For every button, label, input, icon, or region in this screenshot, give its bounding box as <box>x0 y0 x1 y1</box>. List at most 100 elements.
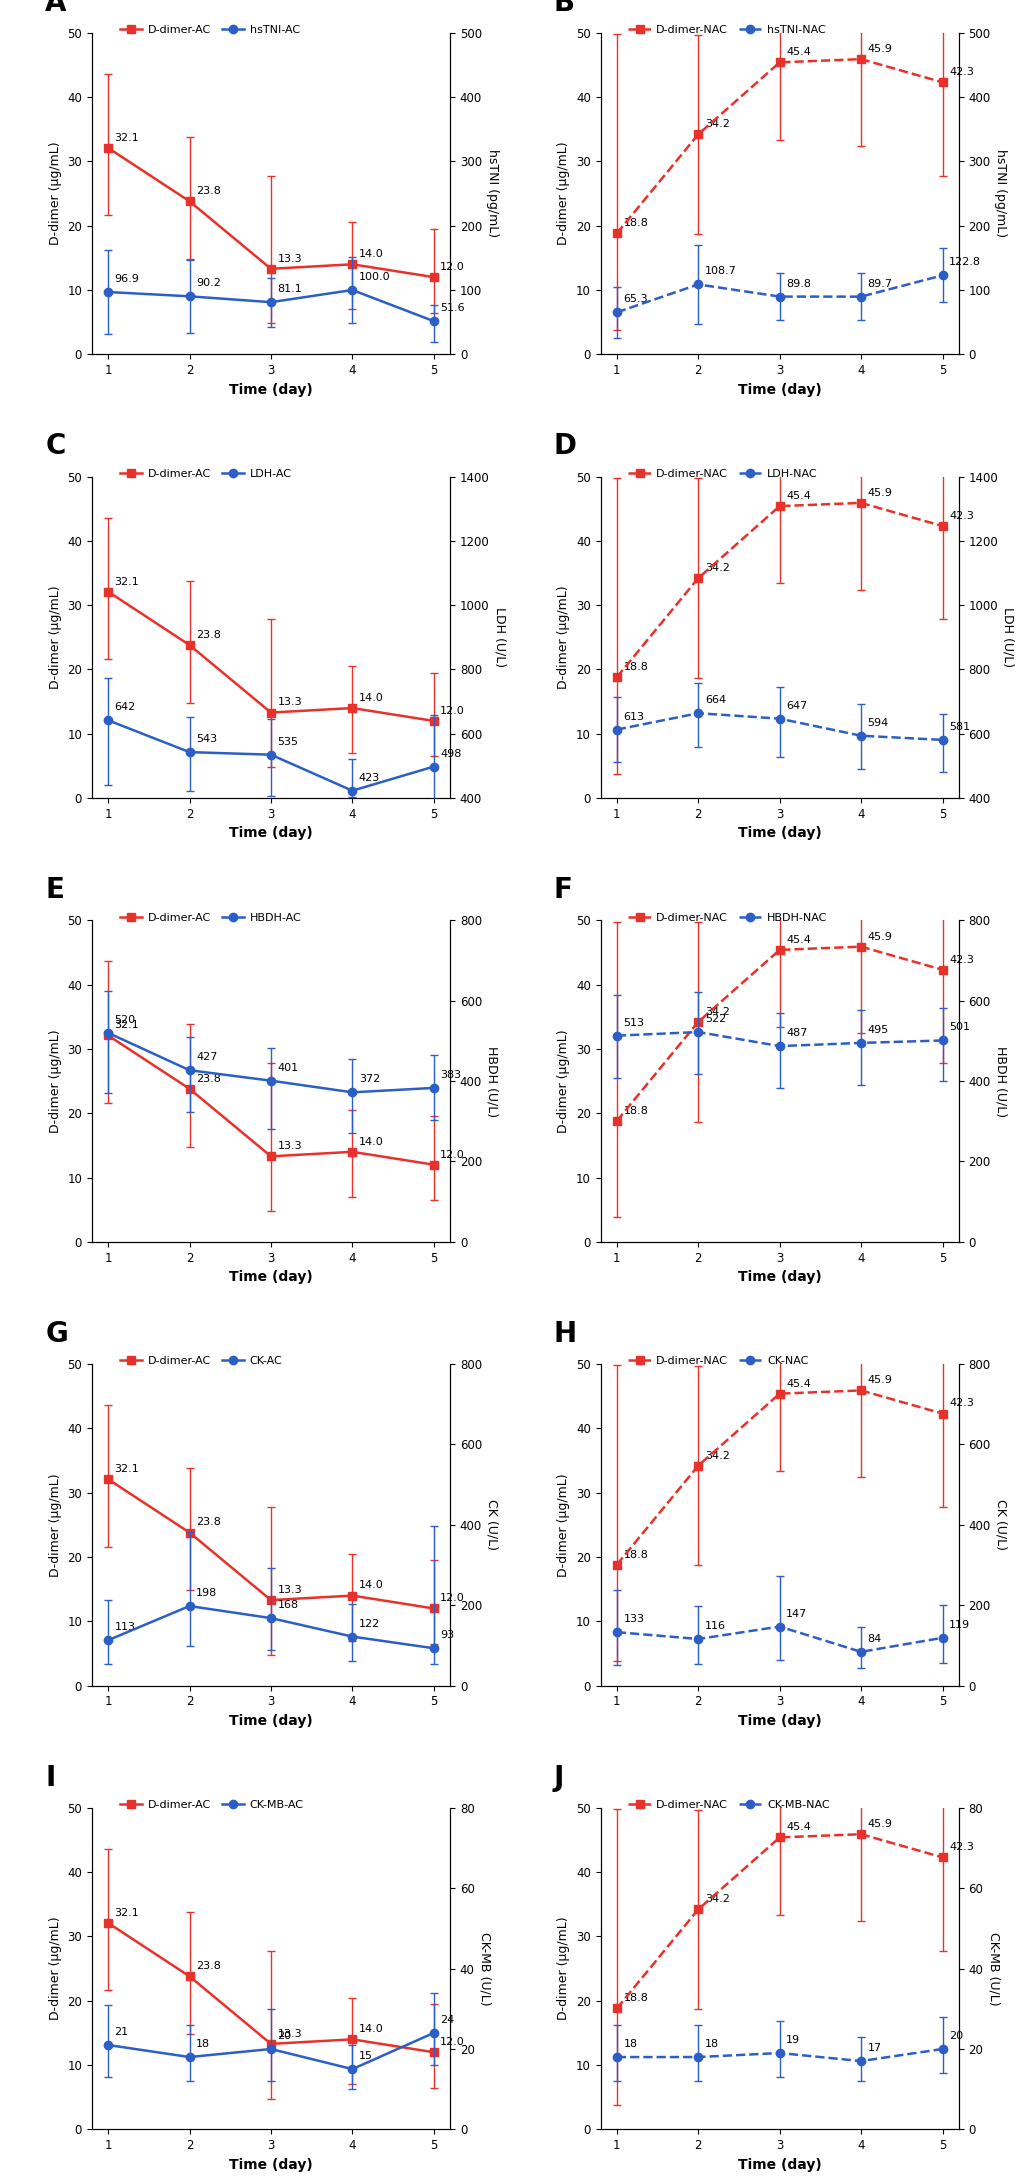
Text: 122.8: 122.8 <box>948 258 980 266</box>
Text: 18: 18 <box>623 2040 637 2049</box>
Text: 18.8: 18.8 <box>623 1551 647 1559</box>
Text: 383: 383 <box>440 1070 461 1079</box>
X-axis label: Time (day): Time (day) <box>737 826 820 841</box>
Text: 12.0: 12.0 <box>440 2038 465 2046</box>
Text: 18: 18 <box>704 2040 718 2049</box>
Text: 116: 116 <box>704 1621 726 1631</box>
Text: 18: 18 <box>196 2040 210 2049</box>
Legend: D-dimer-AC, CK-AC: D-dimer-AC, CK-AC <box>115 1352 286 1372</box>
Text: 23.8: 23.8 <box>196 1075 221 1083</box>
Text: 32.1: 32.1 <box>114 133 140 142</box>
Text: 14.0: 14.0 <box>359 249 383 260</box>
Y-axis label: HBDH (U/L): HBDH (U/L) <box>485 1046 498 1116</box>
Text: 34.2: 34.2 <box>704 1450 729 1461</box>
Text: 535: 535 <box>277 736 299 747</box>
Text: 13.3: 13.3 <box>277 1142 302 1151</box>
Y-axis label: hsTNI (pg/mL): hsTNI (pg/mL) <box>485 149 498 238</box>
Text: J: J <box>553 1765 564 1791</box>
Text: 23.8: 23.8 <box>196 1518 221 1527</box>
Text: 21: 21 <box>114 2027 128 2038</box>
Text: 45.9: 45.9 <box>867 1376 892 1385</box>
Text: 18.8: 18.8 <box>623 662 647 673</box>
Text: 17: 17 <box>867 2042 880 2053</box>
Text: 495: 495 <box>867 1024 888 1035</box>
Y-axis label: CK (U/L): CK (U/L) <box>994 1500 1007 1551</box>
Text: 522: 522 <box>704 1013 726 1024</box>
Text: 423: 423 <box>359 773 380 782</box>
Text: 12.0: 12.0 <box>440 1594 465 1603</box>
X-axis label: Time (day): Time (day) <box>229 826 313 841</box>
Text: 23.8: 23.8 <box>196 1961 221 1972</box>
Y-axis label: CK-MB (U/L): CK-MB (U/L) <box>986 1933 999 2005</box>
Text: 81.1: 81.1 <box>277 284 302 295</box>
Text: 90.2: 90.2 <box>196 277 221 288</box>
Text: 45.9: 45.9 <box>867 44 892 55</box>
Text: 168: 168 <box>277 1601 299 1610</box>
X-axis label: Time (day): Time (day) <box>229 1714 313 1728</box>
Y-axis label: D-dimer (µg/mL): D-dimer (µg/mL) <box>49 1472 61 1577</box>
Text: 594: 594 <box>867 719 888 727</box>
Y-axis label: HBDH (U/L): HBDH (U/L) <box>994 1046 1007 1116</box>
Text: 89.8: 89.8 <box>786 280 810 288</box>
Text: 613: 613 <box>623 712 644 721</box>
Legend: D-dimer-AC, LDH-AC: D-dimer-AC, LDH-AC <box>115 465 296 483</box>
Text: 42.3: 42.3 <box>948 1843 973 1852</box>
Y-axis label: D-dimer (µg/mL): D-dimer (µg/mL) <box>49 1918 61 2020</box>
Text: C: C <box>45 432 65 461</box>
Text: 18.8: 18.8 <box>623 1994 647 2003</box>
Legend: D-dimer-NAC, CK-NAC: D-dimer-NAC, CK-NAC <box>624 1352 812 1372</box>
X-axis label: Time (day): Time (day) <box>229 2158 313 2171</box>
Text: 34.2: 34.2 <box>704 1894 729 1904</box>
Text: 642: 642 <box>114 703 136 712</box>
Legend: D-dimer-NAC, HBDH-NAC: D-dimer-NAC, HBDH-NAC <box>624 909 830 926</box>
Text: 401: 401 <box>277 1064 299 1072</box>
Text: 32.1: 32.1 <box>114 1020 140 1031</box>
Legend: D-dimer-NAC, CK-MB-NAC: D-dimer-NAC, CK-MB-NAC <box>624 1795 834 1815</box>
Text: H: H <box>553 1319 577 1348</box>
Text: 14.0: 14.0 <box>359 1581 383 1590</box>
Text: 24: 24 <box>440 2016 454 2025</box>
Y-axis label: CK (U/L): CK (U/L) <box>485 1500 498 1551</box>
Text: 520: 520 <box>114 1016 136 1024</box>
Text: 13.3: 13.3 <box>277 2029 302 2038</box>
Text: 372: 372 <box>359 1075 380 1083</box>
Y-axis label: CK-MB (U/L): CK-MB (U/L) <box>478 1933 491 2005</box>
Text: 65.3: 65.3 <box>623 295 647 304</box>
Text: 42.3: 42.3 <box>948 68 973 76</box>
Legend: D-dimer-AC, hsTNI-AC: D-dimer-AC, hsTNI-AC <box>115 20 304 39</box>
Text: 119: 119 <box>948 1621 969 1629</box>
Legend: D-dimer-NAC, LDH-NAC: D-dimer-NAC, LDH-NAC <box>624 465 821 483</box>
X-axis label: Time (day): Time (day) <box>229 382 313 397</box>
Text: 45.4: 45.4 <box>786 1378 810 1389</box>
Y-axis label: D-dimer (µg/mL): D-dimer (µg/mL) <box>556 142 570 245</box>
Y-axis label: D-dimer (µg/mL): D-dimer (µg/mL) <box>556 1029 570 1133</box>
X-axis label: Time (day): Time (day) <box>737 2158 820 2171</box>
X-axis label: Time (day): Time (day) <box>229 1271 313 1284</box>
Text: 45.9: 45.9 <box>867 487 892 498</box>
Text: 581: 581 <box>948 723 969 732</box>
Text: 108.7: 108.7 <box>704 266 736 277</box>
Text: 14.0: 14.0 <box>359 1136 383 1147</box>
Text: 513: 513 <box>623 1018 644 1029</box>
Text: 12.0: 12.0 <box>440 1149 465 1160</box>
Text: I: I <box>45 1765 55 1791</box>
Text: F: F <box>553 876 573 904</box>
Text: 18.8: 18.8 <box>623 1105 647 1116</box>
Text: 23.8: 23.8 <box>196 186 221 197</box>
Text: 133: 133 <box>623 1614 644 1625</box>
Text: 15: 15 <box>359 2051 373 2062</box>
Text: 84: 84 <box>867 1634 881 1645</box>
Text: 14.0: 14.0 <box>359 692 383 703</box>
Text: 96.9: 96.9 <box>114 273 140 284</box>
Text: 93: 93 <box>440 1629 454 1640</box>
Text: 647: 647 <box>786 701 807 710</box>
Legend: D-dimer-AC, CK-MB-AC: D-dimer-AC, CK-MB-AC <box>115 1795 308 1815</box>
Text: 427: 427 <box>196 1053 217 1061</box>
Text: A: A <box>45 0 66 17</box>
Text: E: E <box>45 876 64 904</box>
Text: 45.4: 45.4 <box>786 491 810 500</box>
Text: 20: 20 <box>948 2031 962 2042</box>
Text: 34.2: 34.2 <box>704 120 729 129</box>
Text: 32.1: 32.1 <box>114 1463 140 1474</box>
Text: 487: 487 <box>786 1029 807 1037</box>
